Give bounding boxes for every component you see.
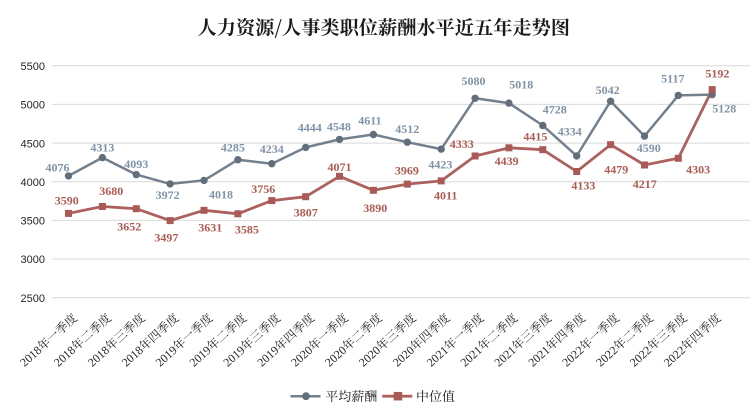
svg-text:4423: 4423	[428, 158, 452, 172]
svg-text:4548: 4548	[327, 119, 351, 133]
svg-text:4728: 4728	[543, 102, 567, 116]
svg-text:2500: 2500	[21, 293, 45, 305]
svg-text:4590: 4590	[637, 141, 661, 155]
svg-text:3497: 3497	[154, 230, 178, 244]
svg-text:4500: 4500	[21, 138, 45, 150]
svg-text:3680: 3680	[99, 184, 123, 198]
svg-text:3590: 3590	[55, 194, 79, 208]
svg-text:3631: 3631	[198, 221, 222, 235]
svg-text:5117: 5117	[661, 72, 684, 86]
svg-text:3969: 3969	[395, 163, 419, 177]
svg-text:4303: 4303	[686, 162, 710, 176]
svg-text:5500: 5500	[21, 61, 45, 73]
svg-text:4512: 4512	[395, 122, 419, 136]
svg-text:4018: 4018	[209, 187, 233, 201]
svg-text:4234: 4234	[260, 142, 284, 156]
svg-text:4333: 4333	[450, 137, 474, 151]
svg-text:3972: 3972	[156, 188, 180, 202]
svg-text:5128: 5128	[712, 102, 736, 116]
svg-text:4071: 4071	[328, 160, 352, 174]
svg-text:5042: 5042	[596, 83, 620, 97]
svg-text:3585: 3585	[235, 223, 259, 237]
svg-text:4611: 4611	[358, 113, 381, 127]
svg-text:5080: 5080	[462, 74, 486, 88]
svg-text:3890: 3890	[363, 201, 387, 215]
svg-text:3000: 3000	[21, 254, 45, 266]
svg-text:4479: 4479	[604, 163, 628, 177]
svg-text:4000: 4000	[21, 177, 45, 189]
svg-text:4093: 4093	[124, 157, 148, 171]
svg-text:4076: 4076	[46, 160, 70, 174]
svg-text:3500: 3500	[21, 216, 45, 228]
svg-text:4444: 4444	[298, 120, 322, 134]
svg-text:5192: 5192	[705, 67, 729, 81]
svg-text:4285: 4285	[221, 140, 245, 154]
svg-text:5018: 5018	[509, 78, 533, 92]
svg-text:3756: 3756	[251, 182, 275, 196]
svg-text:4217: 4217	[633, 177, 657, 191]
svg-text:3807: 3807	[294, 205, 318, 219]
svg-text:5000: 5000	[21, 100, 45, 112]
svg-text:4415: 4415	[523, 130, 547, 144]
svg-text:4334: 4334	[558, 125, 582, 139]
svg-text:4133: 4133	[571, 179, 595, 193]
svg-text:4313: 4313	[90, 141, 114, 155]
svg-text:4011: 4011	[434, 189, 457, 203]
svg-text:3652: 3652	[117, 219, 141, 233]
svg-text:4439: 4439	[495, 154, 519, 168]
